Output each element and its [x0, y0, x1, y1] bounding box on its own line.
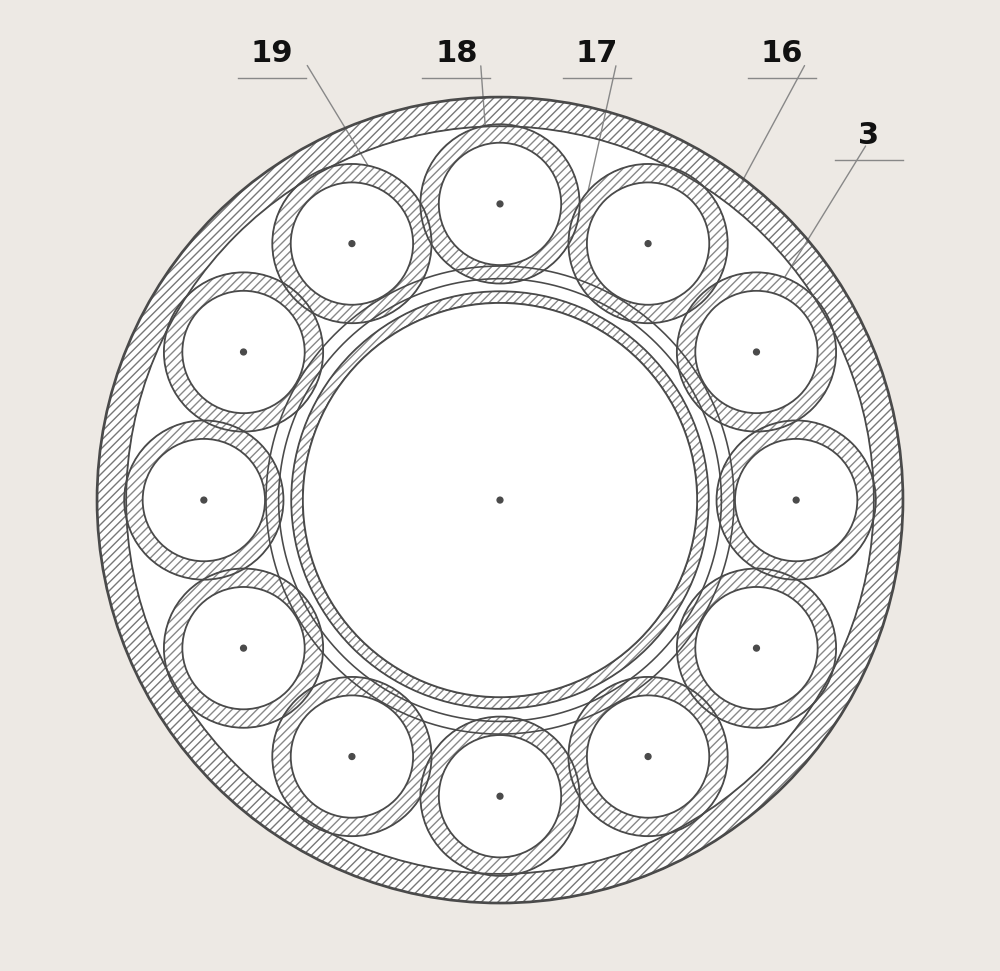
Circle shape — [568, 164, 728, 323]
Circle shape — [291, 183, 413, 305]
Circle shape — [497, 497, 503, 503]
Circle shape — [793, 497, 799, 503]
Circle shape — [645, 241, 651, 247]
Circle shape — [695, 291, 818, 414]
Circle shape — [303, 303, 697, 697]
Circle shape — [439, 143, 561, 265]
Circle shape — [349, 753, 355, 759]
Circle shape — [439, 735, 561, 857]
Circle shape — [272, 677, 432, 836]
Wedge shape — [124, 420, 283, 580]
Text: 3: 3 — [858, 121, 880, 151]
Circle shape — [677, 273, 836, 432]
Text: 17: 17 — [576, 39, 618, 68]
Circle shape — [291, 695, 413, 818]
Wedge shape — [568, 164, 728, 323]
Circle shape — [164, 568, 323, 727]
Circle shape — [182, 290, 305, 413]
Circle shape — [241, 349, 246, 354]
Wedge shape — [717, 420, 876, 580]
Wedge shape — [568, 677, 728, 836]
Circle shape — [291, 291, 709, 709]
Text: 18: 18 — [435, 39, 478, 68]
Circle shape — [303, 303, 697, 697]
Text: 19: 19 — [251, 39, 293, 68]
Circle shape — [754, 646, 759, 652]
Circle shape — [201, 497, 207, 503]
Wedge shape — [677, 273, 836, 432]
Circle shape — [497, 201, 503, 207]
Circle shape — [587, 695, 709, 818]
Wedge shape — [291, 291, 709, 709]
Circle shape — [241, 645, 246, 651]
Circle shape — [97, 97, 903, 903]
Circle shape — [272, 164, 432, 323]
Circle shape — [645, 753, 651, 759]
Circle shape — [164, 272, 323, 431]
Wedge shape — [420, 717, 580, 876]
Circle shape — [124, 420, 283, 580]
Circle shape — [677, 569, 836, 728]
Circle shape — [143, 439, 265, 561]
Wedge shape — [164, 568, 323, 728]
Circle shape — [420, 124, 580, 284]
Text: 16: 16 — [760, 39, 803, 68]
Wedge shape — [164, 272, 323, 431]
Circle shape — [349, 241, 355, 247]
Circle shape — [568, 677, 728, 836]
Wedge shape — [420, 124, 580, 284]
Circle shape — [717, 420, 876, 580]
Circle shape — [420, 717, 580, 876]
Circle shape — [754, 350, 759, 355]
Wedge shape — [97, 97, 903, 903]
Circle shape — [735, 439, 857, 561]
Wedge shape — [272, 164, 432, 323]
Wedge shape — [677, 569, 836, 728]
Circle shape — [497, 793, 503, 799]
Wedge shape — [272, 677, 432, 836]
Circle shape — [182, 586, 305, 709]
Circle shape — [695, 586, 818, 710]
Circle shape — [587, 183, 709, 305]
